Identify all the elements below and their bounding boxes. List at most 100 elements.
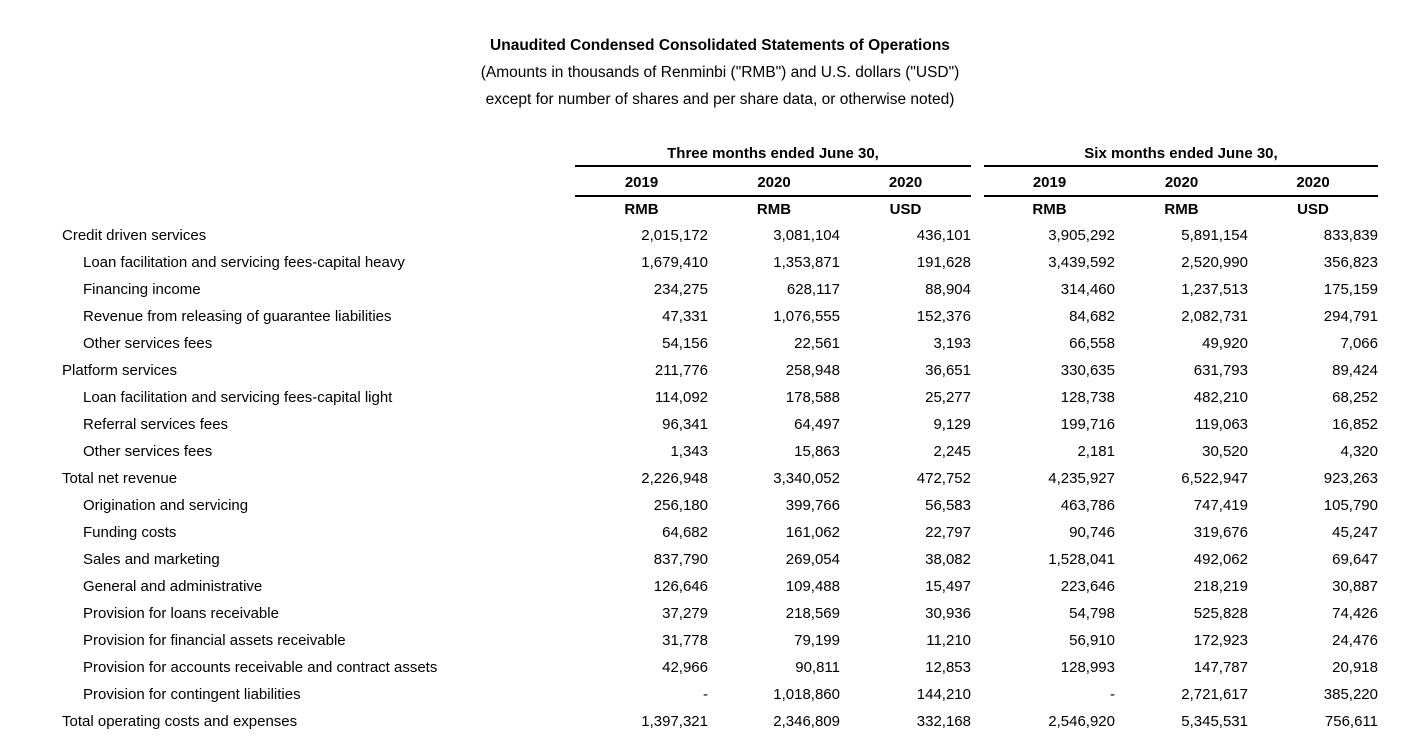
document-subtitle-line-2: except for number of shares and per shar… [485, 91, 955, 108]
value-cell: 2,721,617 [1181, 686, 1248, 703]
year-header: 2020 [1115, 166, 1248, 197]
value-cell: - [703, 686, 708, 703]
value-cell: 218,569 [785, 605, 840, 622]
value-cell: 15,497 [925, 578, 971, 595]
header-spacer [62, 166, 575, 196]
value-cell: 3,193 [933, 335, 971, 352]
value-cell: 314,460 [1060, 281, 1115, 298]
table-row: Revenue from releasing of guarantee liab… [62, 303, 1378, 330]
column-gap [971, 166, 984, 196]
header-spacer [62, 196, 575, 222]
value-cell: 126,646 [653, 578, 708, 595]
value-cell: 472,752 [916, 470, 971, 487]
column-gap [971, 438, 984, 465]
row-label: Loan facilitation and servicing fees-cap… [83, 389, 393, 406]
row-label: Platform services [62, 362, 178, 379]
table-row: Financing income 234,275 628,117 88,904 314,… [62, 276, 1378, 303]
value-cell: 45,247 [1332, 524, 1378, 541]
table-row: Origination and servicing 256,180 399,766 5… [62, 492, 1378, 519]
value-cell: - [1110, 686, 1115, 703]
column-gap [971, 654, 984, 681]
column-gap [971, 681, 984, 708]
value-cell: 199,716 [1060, 416, 1115, 433]
value-cell: 15,863 [794, 443, 840, 460]
value-cell: 24,476 [1332, 632, 1378, 649]
value-cell: 54,156 [662, 335, 708, 352]
currency-header: RMB [756, 201, 792, 218]
value-cell: 1,343 [670, 443, 708, 460]
value-cell: 54,798 [1069, 605, 1115, 622]
statements-of-operations-table: Three months ended June 30, Six months e… [62, 142, 1378, 735]
value-cell: 463,786 [1060, 497, 1115, 514]
value-cell: 2,082,731 [1181, 308, 1248, 325]
currency-header-row: RMB RMB USD RMB RMB USD [62, 196, 1378, 222]
table-row: Referral services fees 96,341 64,497 9,129 1… [62, 411, 1378, 438]
year-header: 2019 [984, 166, 1115, 197]
column-gap [971, 546, 984, 573]
year-header: 2020 [1248, 166, 1378, 197]
row-label: Loan facilitation and servicing fees-cap… [83, 254, 405, 271]
column-gap [971, 627, 984, 654]
value-cell: 47,331 [662, 308, 708, 325]
column-gap [971, 411, 984, 438]
value-cell: 79,199 [794, 632, 840, 649]
table-row: Provision for financial assets receivabl… [62, 627, 1378, 654]
row-label: Referral services fees [83, 416, 229, 433]
value-cell: 69,647 [1332, 551, 1378, 568]
value-cell: 356,823 [1323, 254, 1378, 271]
column-gap [971, 330, 984, 357]
value-cell: 37,279 [662, 605, 708, 622]
value-cell: 256,180 [653, 497, 708, 514]
value-cell: 6,522,947 [1181, 470, 1248, 487]
table-row: Provision for loans receivable 37,279 218,… [62, 600, 1378, 627]
column-gap [971, 492, 984, 519]
value-cell: 1,353,871 [773, 254, 840, 271]
row-label: Total operating costs and expenses [62, 713, 298, 730]
column-gap [971, 600, 984, 627]
value-cell: 3,081,104 [773, 227, 840, 244]
row-label: Credit driven services [62, 227, 207, 244]
row-label: Sales and marketing [83, 551, 220, 568]
value-cell: 128,738 [1060, 389, 1115, 406]
document-title: Unaudited Condensed Consolidated Stateme… [490, 37, 950, 54]
value-cell: 2,546,920 [1048, 713, 1115, 730]
value-cell: 1,237,513 [1181, 281, 1248, 298]
year-header: 2019 [575, 166, 708, 197]
row-label: Other services fees [83, 443, 213, 460]
value-cell: 1,076,555 [773, 308, 840, 325]
column-gap [971, 357, 984, 384]
value-cell: 30,520 [1202, 443, 1248, 460]
row-label: Total net revenue [62, 470, 178, 487]
value-cell: 330,635 [1060, 362, 1115, 379]
currency-header: USD [889, 201, 922, 218]
value-cell: 175,159 [1323, 281, 1378, 298]
year-header-row: 2019 2020 2020 2019 2020 2020 [62, 166, 1378, 197]
currency-header: RMB [1032, 201, 1067, 218]
value-cell: 68,252 [1332, 389, 1378, 406]
column-gap [971, 573, 984, 600]
table-row: Total net revenue 2,226,948 3,340,052 472,7… [62, 465, 1378, 492]
value-cell: 2,520,990 [1181, 254, 1248, 271]
value-cell: 114,092 [654, 389, 708, 406]
value-cell: 66,558 [1069, 335, 1115, 352]
value-cell: 3,439,592 [1048, 254, 1115, 271]
row-label: Provision for loans receivable [83, 605, 279, 622]
table-row: Other services fees 1,343 15,863 2,245 2,181… [62, 438, 1378, 465]
value-cell: 64,682 [662, 524, 708, 541]
value-cell: 332,168 [916, 713, 971, 730]
value-cell: 211,776 [654, 362, 708, 379]
value-cell: 4,235,927 [1048, 470, 1115, 487]
value-cell: 1,528,041 [1048, 551, 1115, 568]
row-label: Funding costs [83, 524, 177, 541]
value-cell: 631,793 [1193, 362, 1248, 379]
value-cell: 628,117 [786, 281, 840, 298]
value-cell: 84,682 [1069, 308, 1115, 325]
value-cell: 128,993 [1060, 659, 1115, 676]
header-spacer [62, 142, 575, 166]
value-cell: 2,015,172 [641, 227, 708, 244]
column-gap [971, 384, 984, 411]
column-gap [971, 708, 984, 735]
column-gap [971, 142, 984, 166]
value-cell: 756,611 [1324, 713, 1378, 730]
value-cell: 36,651 [925, 362, 971, 379]
